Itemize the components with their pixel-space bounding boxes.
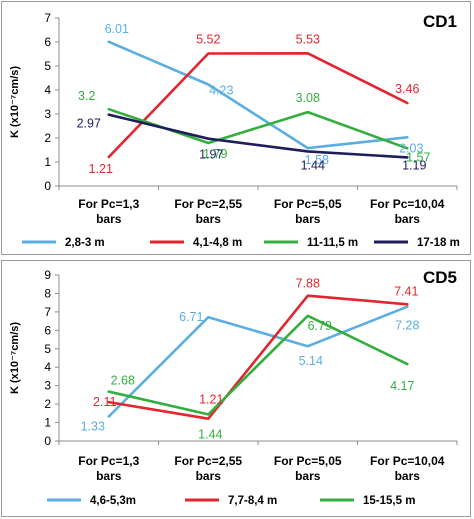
data-label: 3.2: [78, 89, 95, 103]
data-label: 3.08: [296, 91, 320, 105]
data-label: 5.14: [299, 354, 323, 368]
x-category-label-line: bars: [96, 212, 122, 226]
x-category-label-line: bars: [295, 212, 321, 226]
y-tick-label: 4: [44, 360, 51, 374]
chart-panel-cd1: 0 1 2 3 4 5 6 7 For Pc=1,3 bars For Pc=2,55 bars For…: [1, 1, 471, 255]
x-category-label-line: bars: [295, 469, 321, 483]
data-label: 6.01: [105, 22, 129, 36]
series-line: [107, 40, 409, 150]
data-label: 4.23: [209, 83, 233, 97]
x-category-label-line: bars: [196, 212, 222, 226]
legend-label: 2,8-3 m: [65, 237, 105, 249]
chart-panel-cd5: 0 1 2 3 4 5 6 7 8 9 For Pc=1,3 bars For Pc=2,55 bars F…: [1, 260, 471, 517]
y-tick-label: 8: [44, 286, 51, 300]
series-line: [107, 294, 409, 420]
y-tick-label: 5: [44, 342, 51, 356]
y-tick-label: 9: [44, 268, 51, 282]
y-axis-title: K (x10⁻⁷cm/s): [9, 322, 21, 394]
data-label: 6.71: [179, 310, 203, 324]
chart-title: CD1: [423, 12, 457, 31]
x-category-label-line: For Pc=2,55: [174, 454, 242, 468]
y-tick-label: 5: [44, 59, 51, 73]
series-line: [107, 51, 409, 159]
data-label: 7.41: [394, 284, 418, 298]
x-category-label-line: bars: [96, 469, 122, 483]
data-label: 2.68: [111, 374, 135, 388]
data-label: 2.97: [77, 117, 101, 131]
legend-label: 11-11,5 m: [307, 237, 358, 249]
series-line: [107, 305, 409, 418]
y-tick-label: 4: [44, 83, 51, 97]
y-tick-label: 0: [44, 179, 51, 193]
series-line: [107, 113, 409, 159]
data-label: 1.97: [199, 148, 223, 162]
series-line: [107, 314, 409, 416]
y-axis-title: K (x10⁻⁷cm/s): [9, 66, 21, 138]
y-tick-label: 7: [44, 305, 51, 319]
y-tick-label: 3: [44, 107, 51, 121]
x-category-label-line: bars: [395, 469, 421, 483]
legend-label: 7,7-8,4 m: [228, 495, 277, 507]
x-category-label: For Pc=1,3 bars: [78, 197, 139, 226]
data-label: 1.44: [301, 158, 325, 172]
x-category-label: For Pc=2,55 bars: [174, 454, 242, 483]
data-label: 4.17: [390, 379, 414, 393]
data-label: 1.21: [89, 162, 113, 176]
x-category-label-line: bars: [196, 469, 222, 483]
data-label: 1.79: [203, 147, 227, 161]
x-category-label-line: For Pc=10,04: [370, 197, 445, 211]
x-category-label-line: For Pc=1,3: [78, 197, 139, 211]
data-label: 1.21: [199, 393, 223, 407]
x-category-label-line: For Pc=1,3: [78, 454, 139, 468]
x-category-label: For Pc=2,55 bars: [174, 197, 242, 226]
data-label: 5.53: [296, 32, 320, 46]
x-category-label: For Pc=10,04 bars: [370, 197, 445, 226]
data-label: 1.57: [406, 150, 430, 164]
y-tick-label: 1: [44, 155, 51, 169]
data-label: 2.11: [93, 395, 116, 409]
legend-label: 4,1-4,8 m: [193, 237, 242, 249]
data-label: 3.46: [395, 82, 419, 96]
y-tick-label: 7: [44, 11, 51, 25]
x-category-label: For Pc=5,05 bars: [274, 197, 342, 226]
data-label: 1.58: [305, 153, 329, 167]
y-tick-label: 3: [44, 379, 51, 393]
data-label: 1.33: [81, 419, 105, 433]
data-label: 7.28: [395, 319, 419, 333]
data-label: 1.19: [402, 158, 426, 172]
x-category-label-line: For Pc=10,04: [370, 454, 445, 468]
data-label: 2.03: [399, 141, 423, 155]
data-label: 1.44: [198, 427, 222, 441]
y-tick-label: 6: [44, 323, 51, 337]
y-tick-label: 1: [44, 416, 51, 430]
x-category-label: For Pc=5,05 bars: [274, 454, 342, 483]
y-tick-label: 0: [44, 434, 51, 448]
data-label: 7.88: [296, 277, 320, 291]
y-tick-label: 6: [44, 35, 51, 49]
x-category-label: For Pc=10,04 bars: [370, 454, 445, 483]
data-label: 6.79: [308, 319, 332, 333]
y-tick-label: 2: [44, 131, 51, 145]
x-category-label-line: For Pc=2,55: [174, 197, 242, 211]
x-category-label: For Pc=1,3 bars: [78, 454, 139, 483]
y-tick-label: 2: [44, 397, 51, 411]
x-category-label-line: bars: [395, 212, 421, 226]
legend-label: 15-15,5 m: [363, 495, 415, 507]
chart-title: CD5: [423, 268, 457, 287]
data-label: 5.52: [196, 33, 220, 47]
legend-label: 17-18 m: [417, 237, 460, 249]
legend-label: 4,6-5,3m: [90, 495, 136, 507]
x-category-label-line: For Pc=5,05: [274, 454, 342, 468]
x-category-label-line: For Pc=5,05: [274, 197, 342, 211]
